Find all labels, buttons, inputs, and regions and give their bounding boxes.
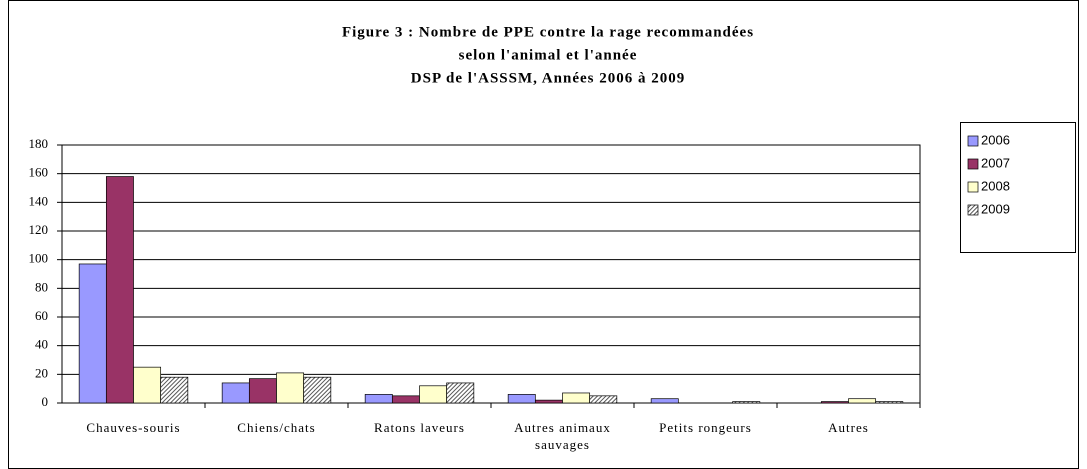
chart-title: Figure 3 : Nombre de PPE contre la rage …: [342, 24, 754, 40]
y-tick-label: 120: [29, 222, 49, 237]
x-tick-label: Chauves-souris: [86, 420, 181, 435]
legend-swatch: [967, 135, 979, 147]
legend-label: 2007: [981, 155, 1010, 170]
bar: [446, 382, 475, 404]
y-tick-label: 60: [35, 308, 48, 323]
x-tick-label: Autres animaux sauvages: [514, 420, 611, 452]
x-tick-label: Ratons laveurs: [374, 420, 465, 435]
bar: [78, 263, 107, 404]
bar: [105, 176, 134, 404]
y-tick-label: 20: [35, 365, 48, 380]
bar: [160, 376, 189, 404]
bar: [732, 401, 761, 404]
bar: [364, 394, 393, 404]
legend-label: 2008: [981, 178, 1010, 193]
bar: [820, 401, 849, 404]
legend-box: [960, 122, 1076, 253]
bar: [534, 399, 563, 404]
x-tick-label: Chiens/chats: [237, 420, 316, 435]
bar: [562, 392, 591, 404]
bar: [391, 395, 420, 404]
y-tick-label: 80: [35, 279, 48, 294]
chart-title: DSP de l'ASSSM, Années 2006 à 2009: [411, 70, 685, 86]
plot-area: [61, 144, 921, 404]
y-tick-label: 40: [35, 337, 48, 352]
legend-label: 2006: [981, 132, 1010, 147]
bar: [419, 385, 448, 404]
y-tick-label: 160: [29, 165, 49, 180]
legend-label: 2009: [981, 201, 1010, 216]
y-tick-label: 100: [29, 251, 49, 266]
legend-swatch: [967, 204, 979, 216]
y-tick-label: 0: [42, 394, 49, 409]
bar: [221, 382, 250, 404]
bar: [848, 398, 877, 404]
x-tick-label: Autres: [828, 420, 869, 435]
bar: [650, 398, 679, 404]
bar: [589, 395, 618, 404]
bar: [276, 372, 305, 404]
bar: [303, 376, 332, 404]
bar: [248, 378, 277, 404]
x-tick-label: Petits rongeurs: [659, 420, 752, 435]
y-tick-label: 140: [29, 193, 49, 208]
bar: [133, 366, 162, 404]
chart-title: selon l'animal et l'année: [459, 47, 638, 63]
y-tick-label: 180: [29, 136, 49, 151]
legend-swatch: [967, 181, 979, 193]
bar: [507, 394, 536, 404]
bar: [875, 401, 904, 404]
legend-swatch: [967, 158, 979, 170]
